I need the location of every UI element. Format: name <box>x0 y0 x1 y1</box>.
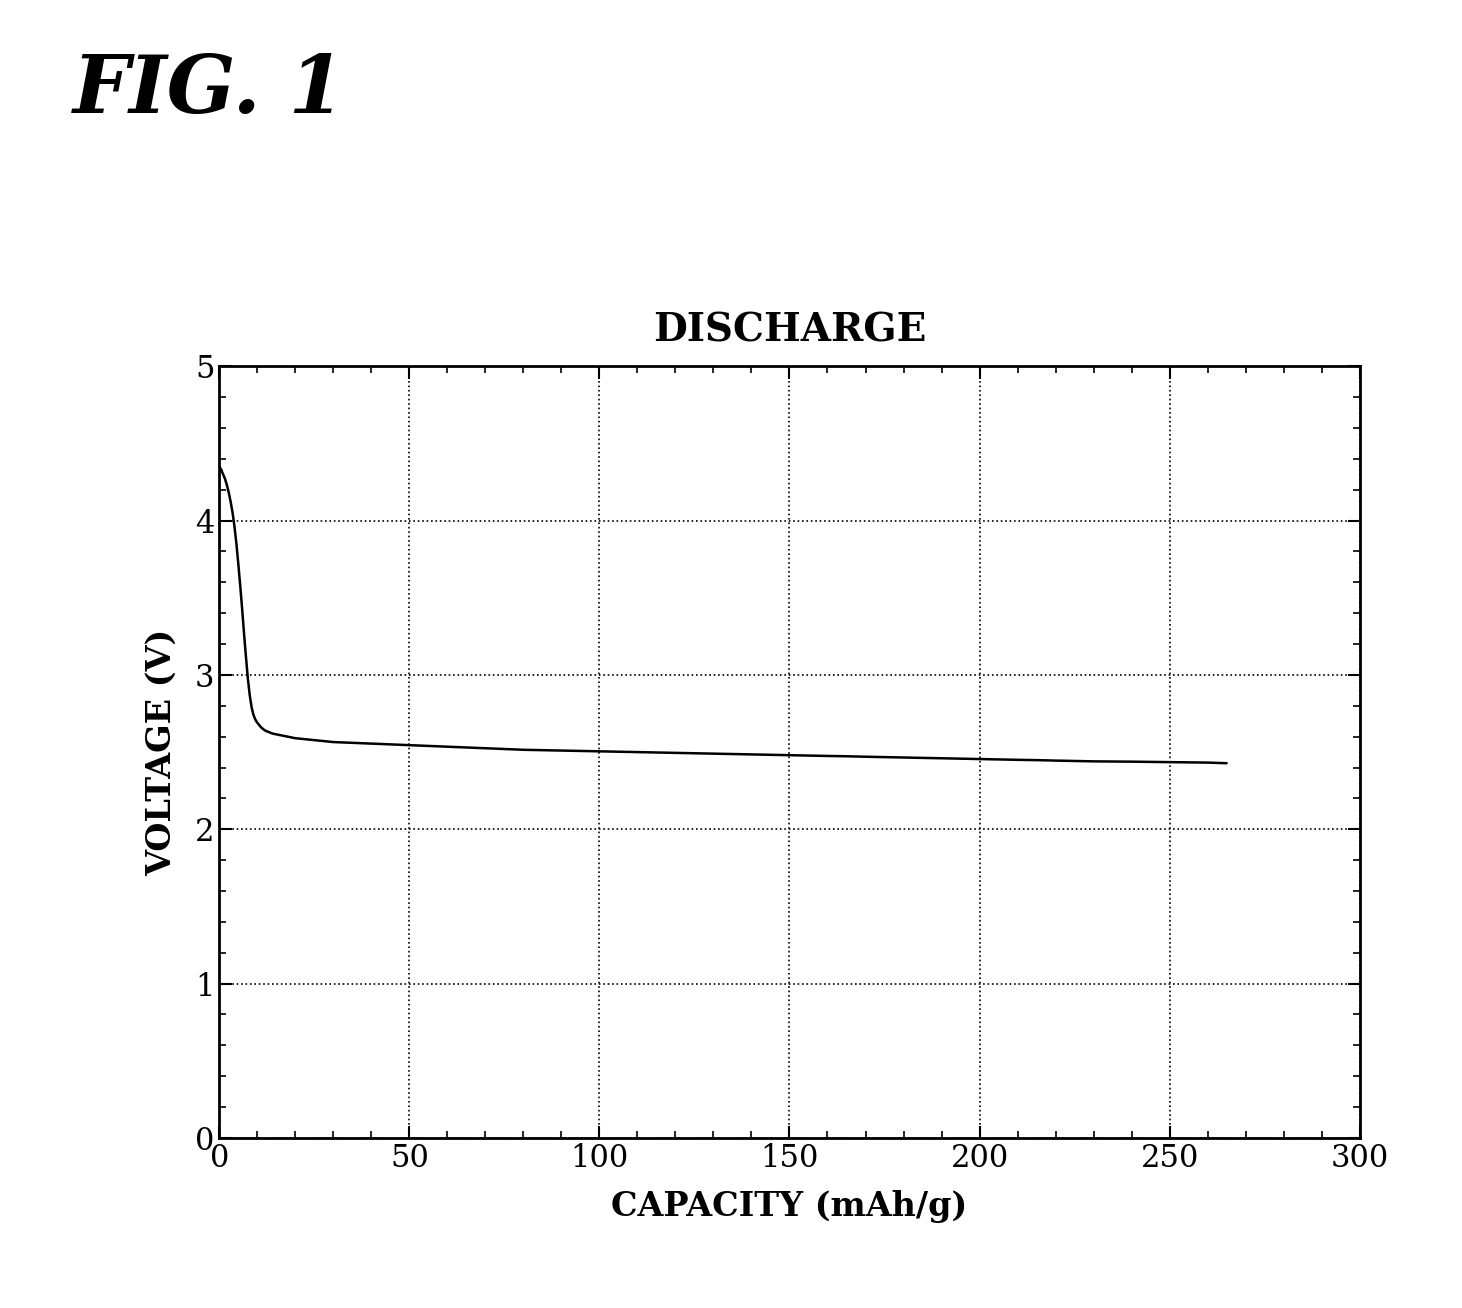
X-axis label: CAPACITY (mAh/g): CAPACITY (mAh/g) <box>611 1190 968 1223</box>
Y-axis label: VOLTAGE (V): VOLTAGE (V) <box>145 628 178 876</box>
Text: FIG. 1: FIG. 1 <box>73 52 345 129</box>
Title: DISCHARGE: DISCHARGE <box>654 311 925 349</box>
